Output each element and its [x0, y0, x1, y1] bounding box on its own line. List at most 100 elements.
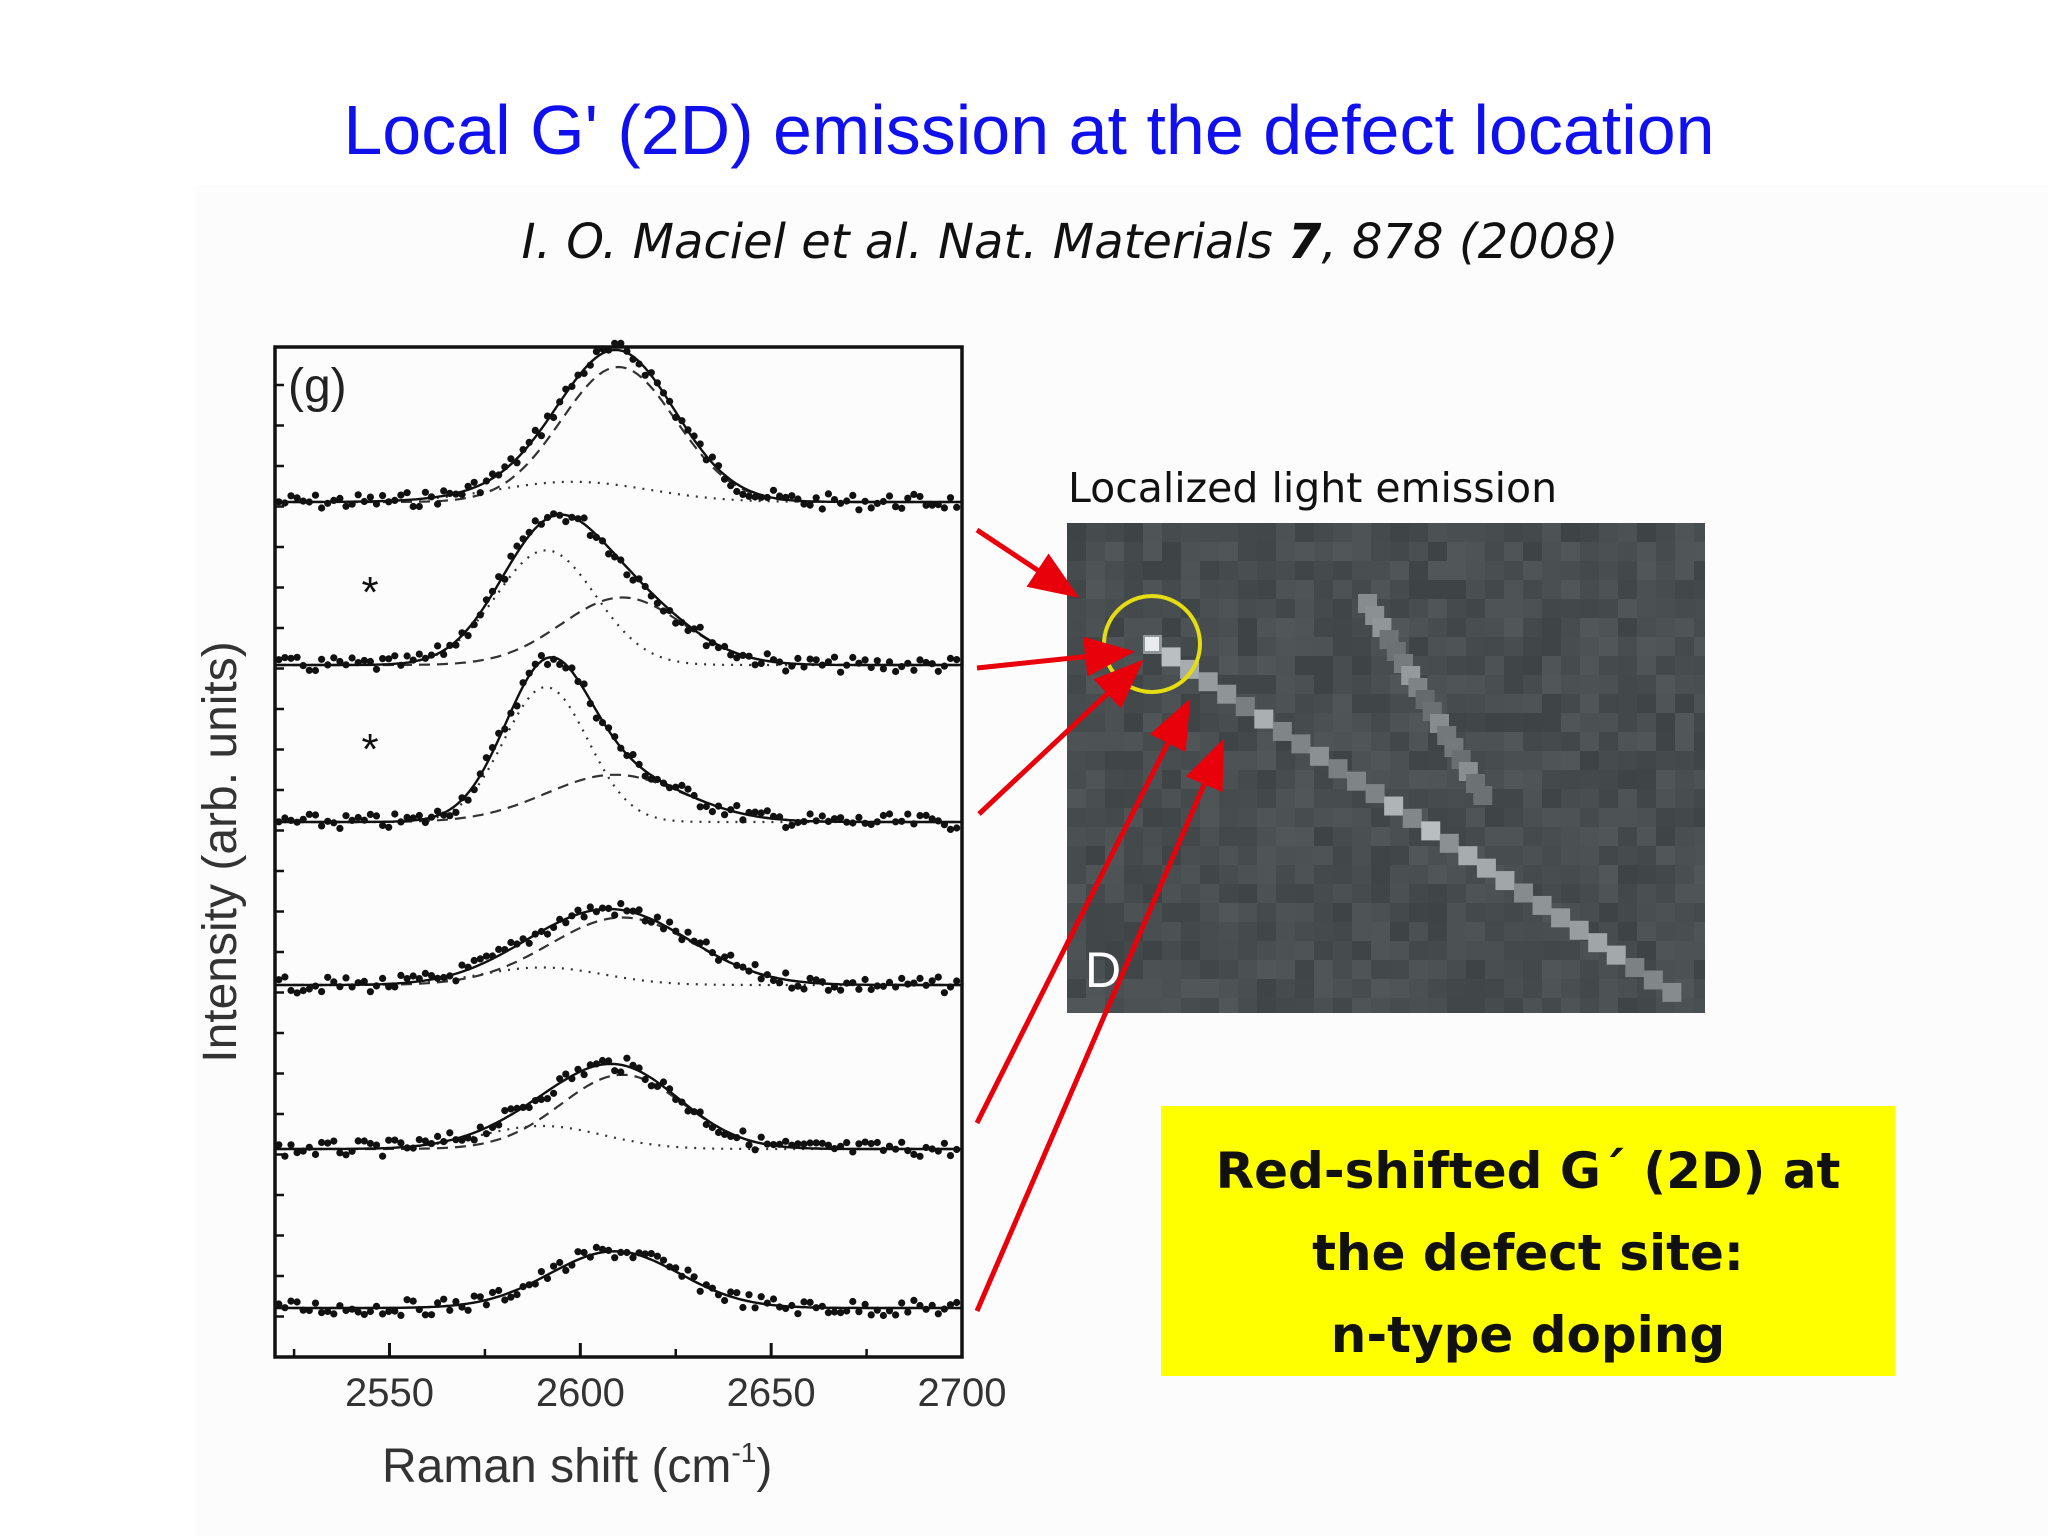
micrograph-pixel — [1447, 656, 1466, 675]
data-point — [653, 1252, 662, 1260]
micrograph-pixel — [1637, 523, 1656, 542]
data-point — [659, 389, 668, 397]
data-point — [721, 475, 729, 483]
micrograph-pixel — [1428, 903, 1447, 922]
data-point — [452, 808, 460, 817]
micrograph-pixel — [1447, 903, 1466, 922]
micrograph-pixel — [1162, 884, 1181, 903]
micrograph-pixel — [1694, 960, 1705, 979]
micrograph-pixel — [1238, 580, 1257, 599]
micrograph-pixel — [1428, 998, 1447, 1013]
micrograph-pixel — [1656, 656, 1675, 675]
data-point — [690, 1108, 698, 1116]
data-point — [818, 812, 826, 820]
micrograph-pixel — [1409, 732, 1428, 751]
data-point — [305, 1306, 313, 1315]
data-point — [849, 819, 857, 827]
micrograph-pixel — [1561, 827, 1580, 846]
data-point — [507, 938, 515, 947]
micrograph-pixel — [1447, 580, 1466, 599]
data-point — [531, 1097, 539, 1105]
data-point — [745, 1291, 753, 1299]
micrograph-pixel — [1447, 808, 1466, 827]
fit-curve — [275, 1250, 962, 1310]
micrograph-pixel — [1694, 865, 1705, 884]
data-point — [568, 1261, 576, 1269]
micrograph-pixel — [1618, 998, 1637, 1013]
data-point — [495, 1286, 503, 1295]
micrograph-pixel — [1295, 618, 1314, 637]
micrograph-pixel — [1694, 770, 1705, 789]
micrograph-pixel — [1276, 618, 1295, 637]
micrograph-pixel — [1409, 960, 1428, 979]
data-point — [275, 976, 283, 984]
x-tick-label-2700: 2700 — [918, 1371, 1007, 1415]
data-point — [476, 1123, 484, 1131]
micrograph-pixel — [1618, 732, 1637, 751]
micrograph-pixel — [1276, 770, 1295, 789]
micrograph-pixel — [1580, 808, 1599, 827]
data-point — [843, 1307, 851, 1315]
micrograph-pixel — [1200, 656, 1219, 675]
micrograph-pixel — [1181, 580, 1200, 599]
micrograph-pixel — [1542, 675, 1561, 694]
data-point — [366, 810, 374, 819]
micrograph-pixel — [1599, 580, 1618, 599]
data-point — [397, 818, 405, 826]
nanotube-pixel — [1643, 970, 1663, 990]
micrograph-pixel — [1314, 884, 1333, 903]
data-point — [336, 983, 344, 991]
data-point — [666, 918, 674, 926]
micrograph-pixel — [1656, 808, 1675, 827]
micrograph-pixel — [1086, 808, 1105, 827]
micrograph-pixel — [1390, 599, 1409, 618]
data-point — [672, 927, 680, 935]
micrograph-pixel — [1656, 618, 1675, 637]
data-point — [892, 1311, 900, 1319]
micrograph-pixel — [1143, 599, 1162, 618]
plot-frame — [273, 345, 964, 1359]
micrograph-pixel — [1599, 618, 1618, 637]
data-point — [617, 556, 625, 564]
micrograph-pixel — [1295, 941, 1314, 960]
micrograph-pixel — [1485, 960, 1504, 979]
micrograph-pixel — [1105, 751, 1124, 770]
data-point — [647, 775, 655, 783]
data-point — [348, 1305, 356, 1313]
data-point — [330, 496, 338, 504]
data-point — [702, 642, 710, 650]
micrograph-pixel — [1238, 770, 1257, 789]
micrograph-pixel — [1352, 846, 1371, 865]
data-point — [299, 662, 307, 670]
data-point — [476, 770, 484, 778]
data-point — [751, 493, 759, 501]
data-point — [452, 490, 460, 498]
data-point — [470, 956, 478, 965]
micrograph-pixel — [1637, 884, 1656, 903]
data-point — [501, 1296, 509, 1304]
micrograph-pixel — [1219, 523, 1238, 542]
micrograph-pixel — [1618, 827, 1637, 846]
data-point — [824, 1141, 833, 1149]
data-point — [812, 656, 820, 664]
micrograph-pixel — [1694, 998, 1705, 1013]
data-point — [501, 463, 509, 471]
micrograph-pixel — [1238, 789, 1257, 808]
data-point — [348, 500, 356, 508]
micrograph-pixel — [1485, 751, 1504, 770]
micrograph-pixel — [1599, 599, 1618, 618]
micrograph-pixel — [1257, 960, 1276, 979]
data-point — [543, 1095, 552, 1103]
micrograph-panel-label: D — [1085, 942, 1122, 998]
micrograph-pixel — [1504, 561, 1523, 580]
micrograph-pixel — [1675, 770, 1694, 789]
data-point — [348, 654, 356, 662]
micrograph-pixel — [1352, 903, 1371, 922]
data-point — [293, 818, 301, 826]
data-point — [641, 1250, 649, 1258]
data-point — [537, 652, 546, 660]
data-point — [849, 1297, 857, 1306]
data-point — [605, 724, 613, 732]
data-point — [898, 1138, 906, 1146]
data-point — [580, 680, 588, 688]
